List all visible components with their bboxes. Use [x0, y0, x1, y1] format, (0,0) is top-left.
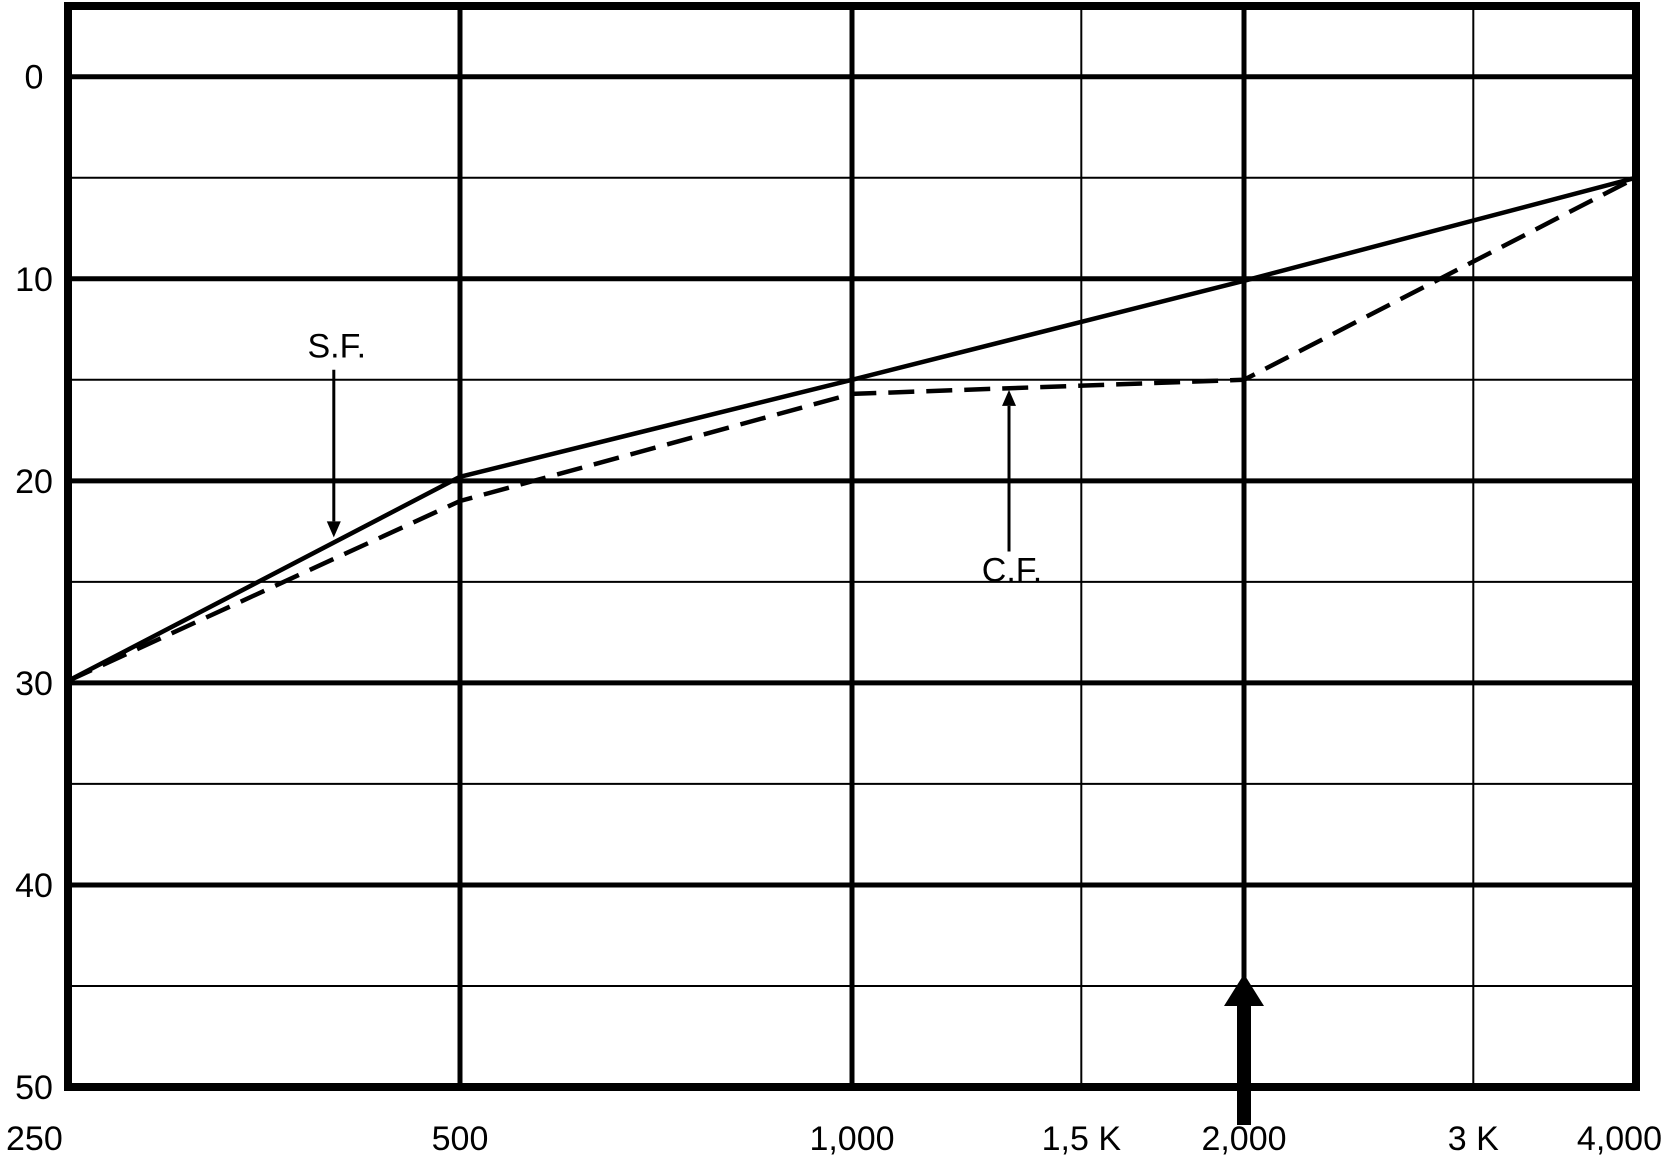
- y-tick-label: 40: [15, 867, 53, 905]
- series: [66, 175, 1638, 683]
- annotations: S.F. C.F.: [308, 328, 1264, 1125]
- annotation-label: C.F.: [982, 552, 1042, 590]
- x-tick-label: 1,5 K: [1042, 1120, 1122, 1158]
- plot-frame: [64, 2, 1640, 1091]
- x-tick-label: 1,000: [809, 1120, 894, 1158]
- y-tick-label: 30: [15, 665, 53, 703]
- y-tick-label: 50: [15, 1069, 53, 1107]
- x-tick-label: 2,000: [1201, 1120, 1286, 1158]
- annotation-arrowhead: [1002, 389, 1017, 406]
- y-tick-label: 0: [25, 59, 44, 97]
- x-tick-label: 4,000: [1577, 1120, 1662, 1158]
- annotation-label: S.F.: [308, 328, 367, 366]
- y-tick-label: 10: [15, 261, 53, 299]
- x-tick-label: 250: [6, 1120, 63, 1158]
- plot-border: [64, 2, 1640, 1091]
- y-tick-label: 20: [15, 463, 53, 501]
- x-tick-label: 3 K: [1448, 1120, 1499, 1158]
- tick-labels: 0 10 20 30 40 50 250 500 1,000 1,5 K 2,000 3 K 4,000: [6, 59, 1662, 1158]
- series-line-sf: [66, 175, 1637, 683]
- marker-arrowhead: [1224, 974, 1264, 1006]
- annotation-arrowhead: [326, 521, 341, 538]
- x-tick-label: 500: [432, 1120, 489, 1158]
- series-line-cf: [67, 175, 1638, 683]
- marker-arrow-shaft: [1237, 1005, 1251, 1125]
- grid: [65, 6, 1639, 1090]
